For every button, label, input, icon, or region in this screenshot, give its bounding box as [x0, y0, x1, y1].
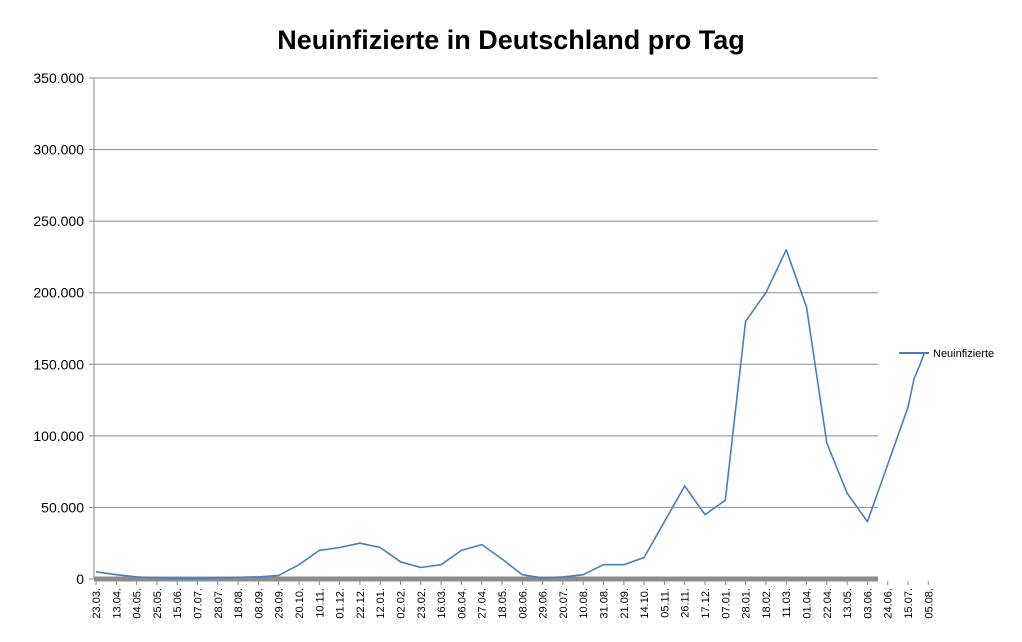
x-tick-label: 07.07. — [193, 588, 205, 619]
x-axis-ticks: 23.03. 13.04. 04.05. 25.05. 15.06. 07.07. 28.0… — [91, 581, 935, 619]
x-tick-label: 08.09. — [253, 588, 265, 619]
y-tick-label: 50.000 — [41, 499, 84, 515]
x-tick-label: 15.06. — [172, 588, 184, 619]
x-tick-label: 28.07. — [213, 588, 225, 619]
x-tick-label: 02.02. — [396, 588, 408, 619]
x-tick-label: 23.03. — [91, 588, 103, 619]
x-tick-label: 07.01. — [720, 588, 732, 619]
x-tick-label: 13.05. — [842, 588, 854, 619]
legend-label: Neuinfizierte — [933, 348, 994, 360]
x-tick-label: 10.11. — [314, 588, 326, 618]
x-tick-label: 11.03. — [781, 588, 793, 618]
x-tick-label: 10.08. — [578, 588, 590, 619]
x-tick-label: 31.08. — [599, 588, 611, 619]
y-axis-ticks: 0 50.000 100.000 150.000 200.000 250.000 300.0… — [33, 70, 94, 587]
x-tick-label: 12.01. — [375, 588, 387, 619]
x-tick-label: 03.06. — [862, 588, 874, 619]
y-tick-label: 300.000 — [33, 142, 84, 158]
y-tick-label: 350.000 — [33, 70, 84, 86]
x-tick-label: 21.09. — [619, 588, 631, 619]
x-tick-label: 28.01. — [741, 588, 753, 619]
x-tick-label: 13.04. — [111, 588, 123, 619]
x-tick-label: 05.11. — [659, 588, 671, 618]
x-tick-label: 29.06. — [538, 588, 550, 619]
x-tick-label: 26.11. — [680, 588, 692, 618]
x-tick-label: 01.12. — [335, 588, 347, 619]
gridlines — [94, 77, 878, 508]
x-tick-label: 23.02. — [416, 588, 428, 619]
x-tick-label: 16.03. — [436, 588, 448, 619]
x-tick-label: 18.05. — [497, 588, 509, 619]
x-tick-label: 29.09. — [274, 588, 286, 619]
legend: Neuinfizierte — [899, 348, 994, 360]
x-tick-label: 17.12. — [700, 588, 712, 619]
axes — [93, 78, 878, 582]
y-tick-label: 100.000 — [33, 428, 84, 444]
x-tick-label: 20.10. — [294, 588, 306, 619]
x-tick-label: 22.12. — [355, 588, 367, 619]
x-tick-label: 20.07. — [558, 588, 570, 619]
x-tick-label: 18.02. — [761, 588, 773, 619]
y-tick-label: 0 — [76, 571, 84, 587]
chart-title: Neuinfizierte in Deutschland pro Tag — [277, 25, 745, 55]
x-tick-label: 08.06. — [517, 588, 529, 619]
x-tick-label: 05.08. — [923, 588, 935, 619]
x-tick-label: 25.05. — [152, 588, 164, 619]
series-line-neuinfizierte — [95, 249, 925, 580]
x-tick-label: 27.04. — [477, 588, 489, 619]
x-tick-label: 14.10. — [639, 588, 651, 619]
x-tick-label: 06.04. — [456, 588, 468, 619]
y-tick-label: 150.000 — [33, 356, 84, 372]
y-tick-label: 200.000 — [33, 285, 84, 301]
x-tick-label: 04.05. — [132, 588, 144, 619]
x-tick-label: 15.07. — [903, 588, 915, 619]
y-tick-label: 250.000 — [33, 213, 84, 229]
x-tick-label: 24.06. — [883, 588, 895, 619]
x-tick-label: 01.04. — [802, 588, 814, 619]
x-tick-label: 22.04. — [822, 588, 834, 619]
x-tick-label: 18.08. — [233, 588, 245, 619]
